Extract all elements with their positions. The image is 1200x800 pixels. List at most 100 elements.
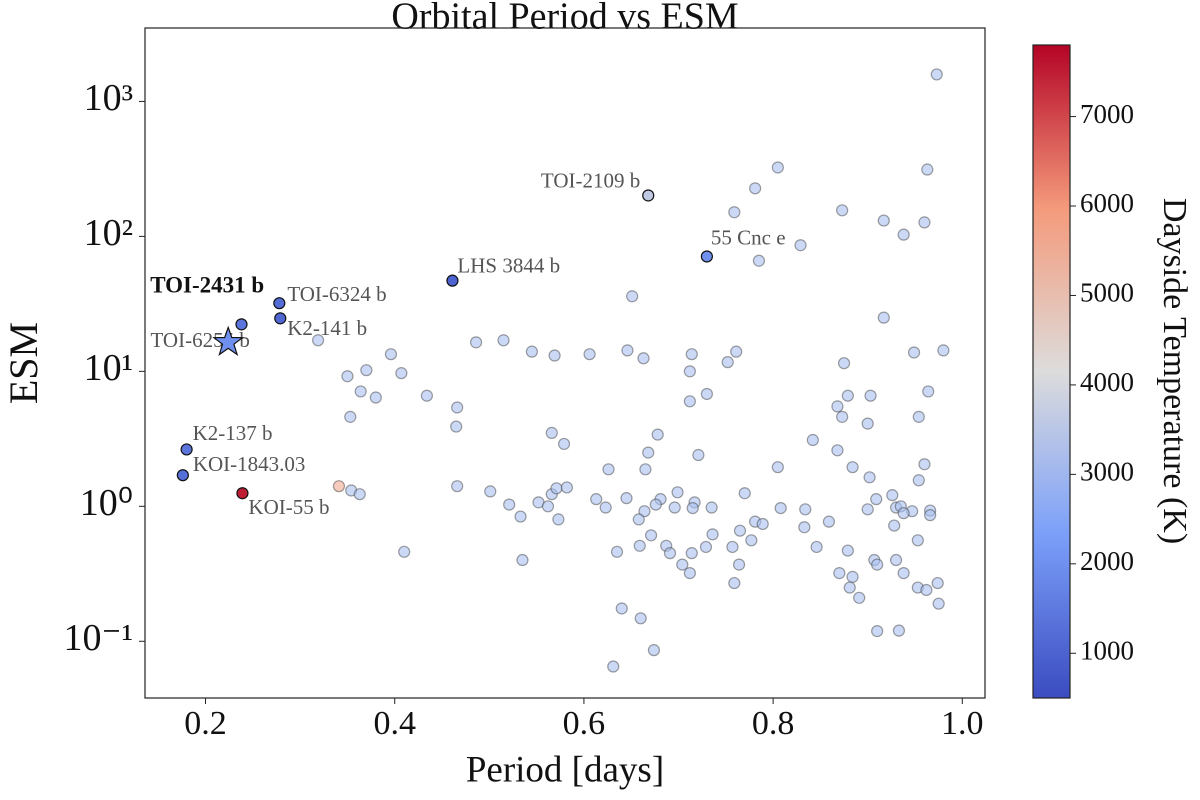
faint-point (545, 426, 558, 439)
faint-point (639, 463, 652, 476)
faint-point (728, 206, 741, 219)
faint-point (771, 461, 784, 474)
faint-point (647, 644, 661, 657)
faint-point (683, 395, 696, 408)
faint-point (369, 391, 382, 404)
faint-point (344, 410, 357, 423)
target-star (212, 325, 245, 356)
faint-point (450, 420, 463, 433)
planet-point (235, 318, 248, 331)
faint-point (833, 567, 846, 580)
faint-point (831, 400, 844, 413)
faint-point (728, 576, 741, 590)
faint-point (685, 348, 698, 361)
faint-point (620, 492, 633, 505)
x-tick-label: 1.0 (941, 705, 984, 742)
faint-point (360, 364, 373, 377)
faint-point (822, 515, 836, 528)
faint-point (557, 437, 571, 451)
faint-point (638, 505, 651, 518)
faint-point (633, 539, 646, 552)
planet-point (180, 443, 193, 456)
faint-point (794, 239, 807, 252)
faint-point (846, 461, 859, 474)
colorbar-tick-label: 3000 (1080, 457, 1134, 487)
planet-point (274, 312, 287, 325)
colorbar-tick-label: 7000 (1080, 99, 1134, 129)
faint-point (683, 365, 696, 378)
faint-point (897, 507, 910, 520)
x-tick-label: 0.8 (752, 705, 795, 742)
faint-point (877, 311, 890, 324)
faint-point (836, 410, 849, 423)
planet-label: LHS 3844 b (457, 253, 560, 277)
planet-label: TOI-2109 b (541, 168, 640, 192)
faint-point (752, 254, 766, 267)
y-tick-label: 10² (84, 212, 133, 254)
faint-point (451, 480, 464, 493)
faint-point (912, 410, 925, 423)
planet-label: KOI-55 b (248, 495, 329, 519)
faint-point (637, 352, 650, 365)
faint-point (922, 385, 935, 398)
faint-point (924, 509, 937, 522)
faint-point (871, 624, 884, 638)
faint-point (548, 349, 561, 362)
faint-point (861, 503, 874, 516)
faint-point (911, 534, 924, 547)
faint-point (632, 513, 645, 526)
faint-point (877, 214, 890, 227)
colorbar-tick-label: 4000 (1080, 367, 1134, 397)
colorbar-tick-label: 5000 (1080, 278, 1134, 308)
faint-point (634, 612, 647, 625)
faint-point (745, 534, 758, 547)
faint-point (726, 540, 739, 554)
faint-point (756, 517, 769, 531)
faint-point (918, 216, 931, 229)
faint-point (685, 547, 698, 560)
faint-point (738, 487, 751, 500)
faint-point (395, 367, 408, 380)
planet-label: 55 Cnc e (711, 225, 786, 249)
planet-label: K2-137 b (193, 421, 273, 445)
faint-point (706, 528, 719, 541)
faint-point (892, 624, 906, 637)
faint-point (451, 401, 464, 414)
faint-point (861, 417, 874, 430)
faint-point (889, 553, 903, 567)
faint-point (550, 482, 563, 495)
faint-point (354, 385, 367, 398)
y-tick-label: 10⁻¹ (64, 617, 133, 659)
faint-point (341, 370, 354, 383)
faint-point (644, 529, 658, 542)
faint-point (552, 513, 565, 526)
faint-point (384, 348, 398, 361)
faint-point (663, 547, 677, 560)
colorbar-tick-label: 1000 (1080, 635, 1134, 665)
plot-frame (144, 27, 986, 699)
y-tick-label: 10¹ (84, 347, 133, 389)
faint-point (897, 228, 910, 241)
chart-title: Orbital Period vs ESM (391, 0, 738, 38)
faint-point (590, 493, 603, 506)
faint-point (503, 498, 516, 511)
faint-point (806, 433, 819, 447)
faint-point (841, 389, 854, 402)
faint-point (932, 597, 945, 610)
faint-point (831, 444, 844, 457)
y-tick-label: 10⁰ (80, 482, 133, 524)
faint-point (732, 558, 746, 571)
faint-point (420, 389, 433, 402)
faint-point (602, 463, 615, 476)
faint-point (599, 501, 612, 514)
faint-point (897, 567, 910, 580)
planet-point (176, 469, 189, 482)
faint-point (525, 345, 538, 358)
faint-point (870, 493, 883, 506)
faint-point (668, 501, 681, 514)
y-axis-label: ESM (1, 322, 46, 404)
faint-point (626, 290, 639, 303)
faint-point (705, 501, 718, 514)
faint-point (774, 502, 787, 515)
